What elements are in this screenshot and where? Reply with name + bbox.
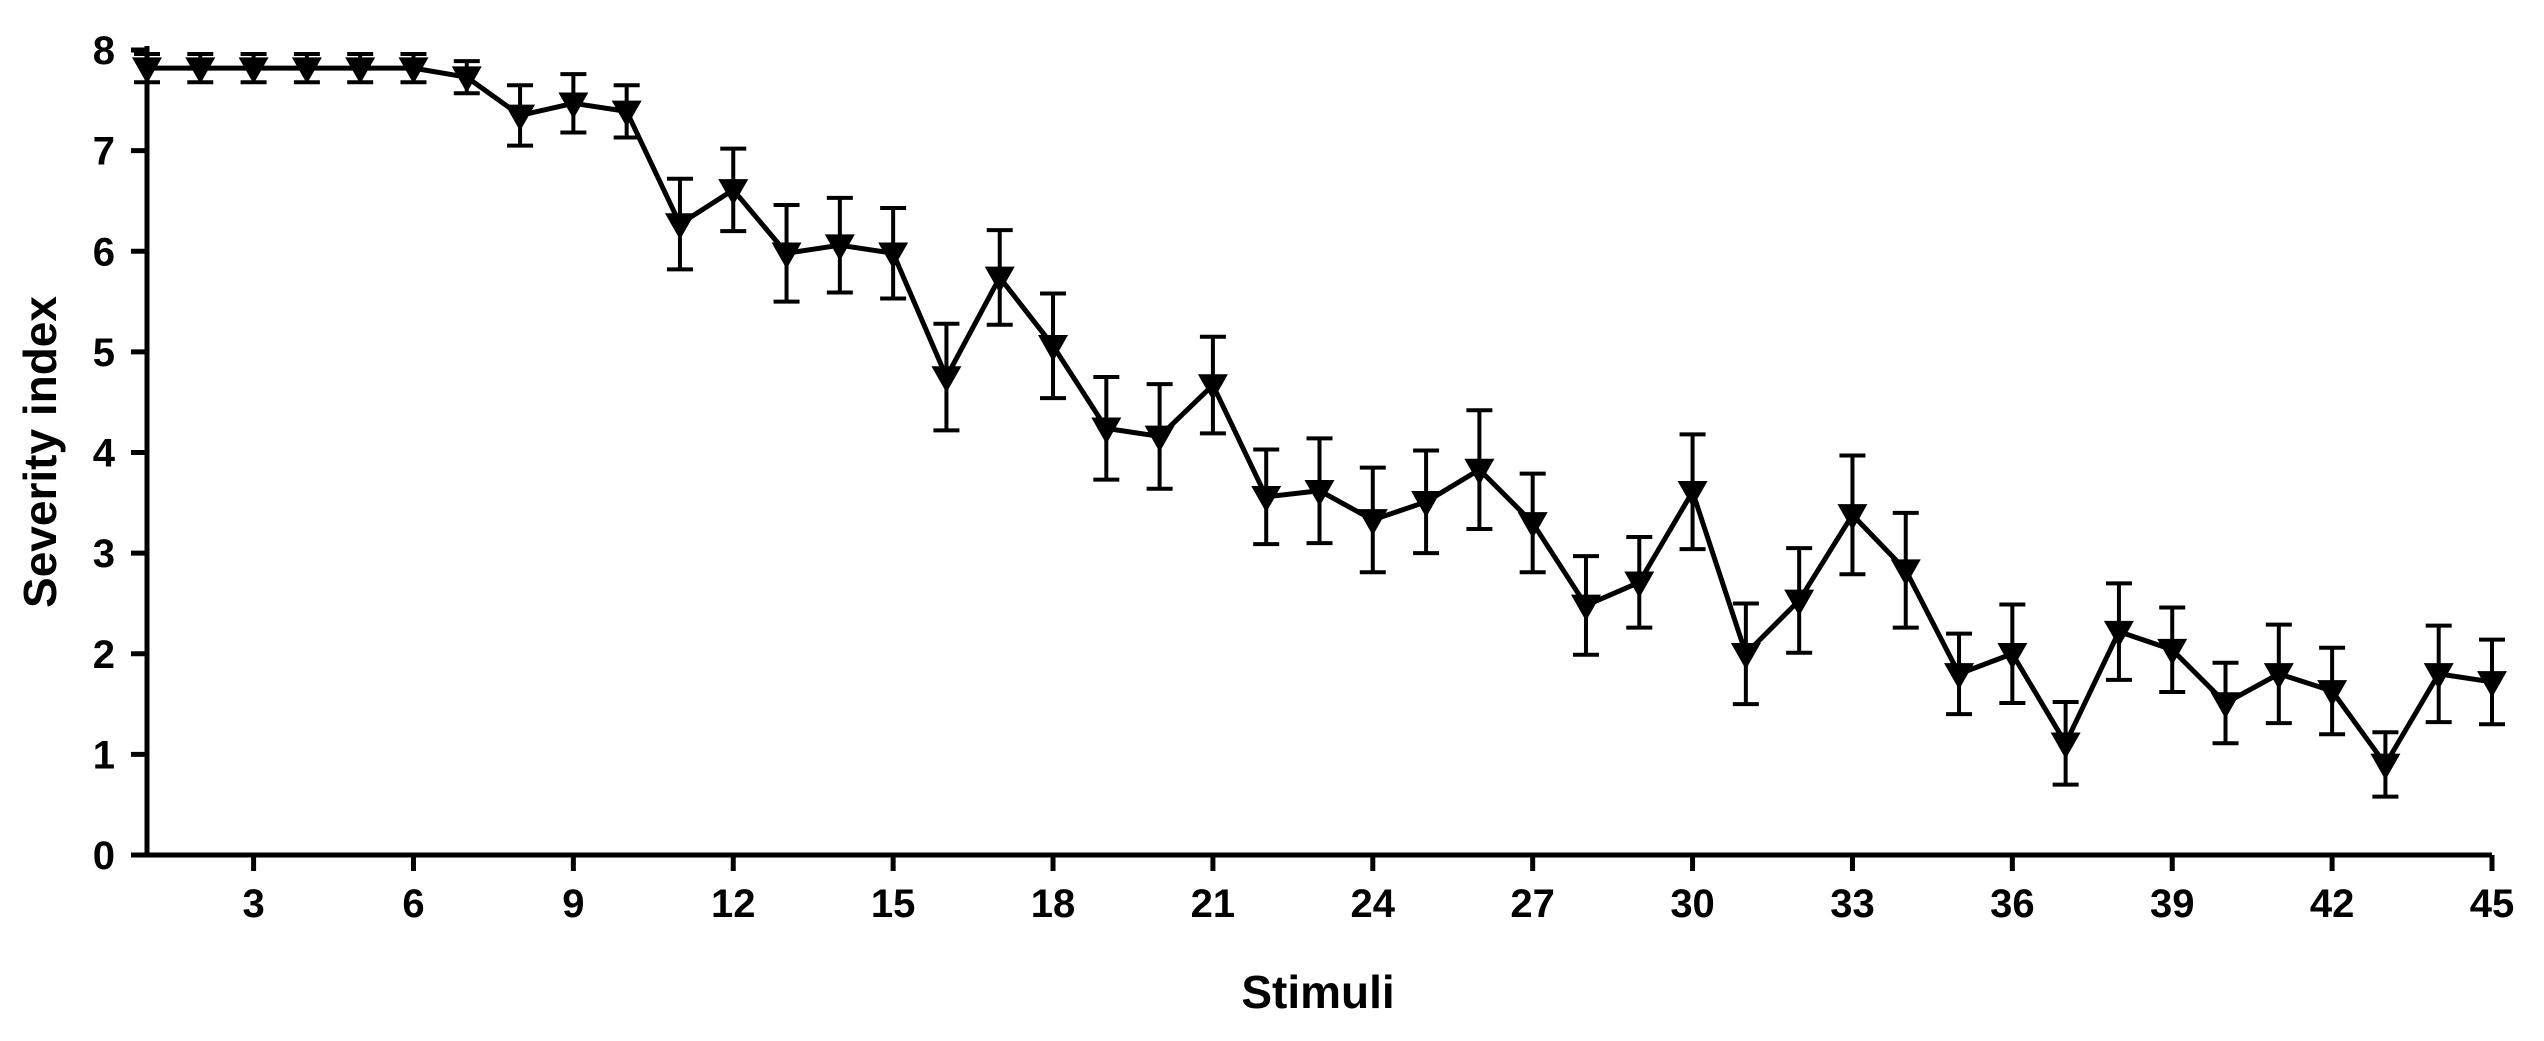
- data-point-marker: [185, 57, 216, 84]
- data-point-marker: [771, 242, 802, 269]
- y-tick-label: 0: [93, 834, 115, 878]
- x-tick-label: 9: [562, 882, 584, 926]
- data-point-marker: [984, 266, 1015, 294]
- data-point-marker: [1411, 491, 1442, 518]
- data-point-marker: [1304, 479, 1335, 507]
- y-tick-label: 3: [93, 532, 115, 576]
- data-point-marker: [2157, 638, 2188, 666]
- data-point-marker: [931, 366, 962, 393]
- data-point-marker: [132, 57, 162, 84]
- x-tick-label: 12: [711, 882, 756, 926]
- y-tick-label: 7: [93, 130, 115, 174]
- data-point-marker: [1038, 335, 1069, 362]
- series-line-layer: [147, 65, 2493, 767]
- y-tick-label: 5: [93, 331, 115, 375]
- x-tick-label: 30: [1670, 882, 1715, 926]
- x-tick-label: 45: [2470, 882, 2515, 926]
- data-point-marker: [1570, 594, 1601, 622]
- data-point-marker: [1837, 504, 1868, 531]
- data-markers: [132, 57, 2507, 781]
- data-point-marker: [1944, 663, 1975, 690]
- axis-labels: Stimuli Severity index: [14, 296, 1395, 1018]
- data-point-marker: [1890, 559, 1921, 586]
- data-point-marker: [2477, 671, 2507, 698]
- x-tick-label: 15: [871, 882, 916, 926]
- data-point-marker: [1357, 509, 1388, 536]
- y-tick-label: 8: [93, 29, 115, 73]
- x-tick-label: 24: [1351, 882, 1396, 926]
- x-tick-label: 6: [402, 882, 424, 926]
- y-tick-label: 6: [93, 230, 115, 274]
- x-tick-label: 33: [1830, 882, 1875, 926]
- data-point-marker: [2050, 732, 2081, 759]
- data-point-marker: [1517, 512, 1548, 539]
- data-point-marker: [2423, 663, 2454, 690]
- data-point-marker: [718, 179, 749, 206]
- data-point-marker: [451, 66, 482, 93]
- data-point-marker: [398, 57, 429, 84]
- data-point-marker: [1251, 485, 1282, 513]
- data-point-marker: [664, 213, 695, 240]
- data-point-marker: [1624, 571, 1655, 598]
- data-point-marker: [824, 234, 855, 261]
- data-point-marker: [2370, 753, 2401, 781]
- data-point-marker: [1730, 642, 1761, 670]
- data-point-marker: [291, 57, 322, 84]
- x-tick-label: 39: [2150, 882, 2195, 926]
- data-point-marker: [1144, 425, 1175, 452]
- data-point-marker: [558, 92, 589, 119]
- data-point-marker: [345, 57, 376, 84]
- x-tick-label: 18: [1031, 882, 1076, 926]
- data-point-marker: [1677, 480, 1708, 508]
- y-tick-label: 1: [93, 733, 115, 777]
- series-line: [147, 65, 2493, 767]
- x-tick-label: 36: [1990, 882, 2035, 926]
- data-point-marker: [1091, 417, 1122, 444]
- data-point-marker: [878, 242, 909, 269]
- data-point-marker: [1997, 642, 2028, 670]
- y-tick-label: 4: [93, 432, 116, 476]
- y-axis-title: Severity index: [14, 296, 66, 608]
- data-point-marker: [1197, 374, 1228, 401]
- data-point-marker: [2210, 692, 2241, 719]
- data-point-marker: [1784, 589, 1815, 617]
- x-tick-label: 42: [2310, 882, 2355, 926]
- data-point-marker: [238, 57, 269, 84]
- data-point-marker: [1464, 458, 1495, 486]
- data-point-marker: [2263, 663, 2294, 690]
- error-bars: [134, 52, 2505, 799]
- x-tick-label: 3: [242, 882, 264, 926]
- data-point-marker: [505, 104, 536, 132]
- x-axis-title: Stimuli: [1241, 966, 1394, 1018]
- x-tick-label: 27: [1510, 882, 1555, 926]
- data-point-marker: [611, 100, 642, 127]
- data-point-marker: [2103, 620, 2134, 648]
- y-tick-label: 2: [93, 633, 115, 677]
- x-tick-label: 21: [1191, 882, 1236, 926]
- data-point-marker: [2317, 680, 2348, 707]
